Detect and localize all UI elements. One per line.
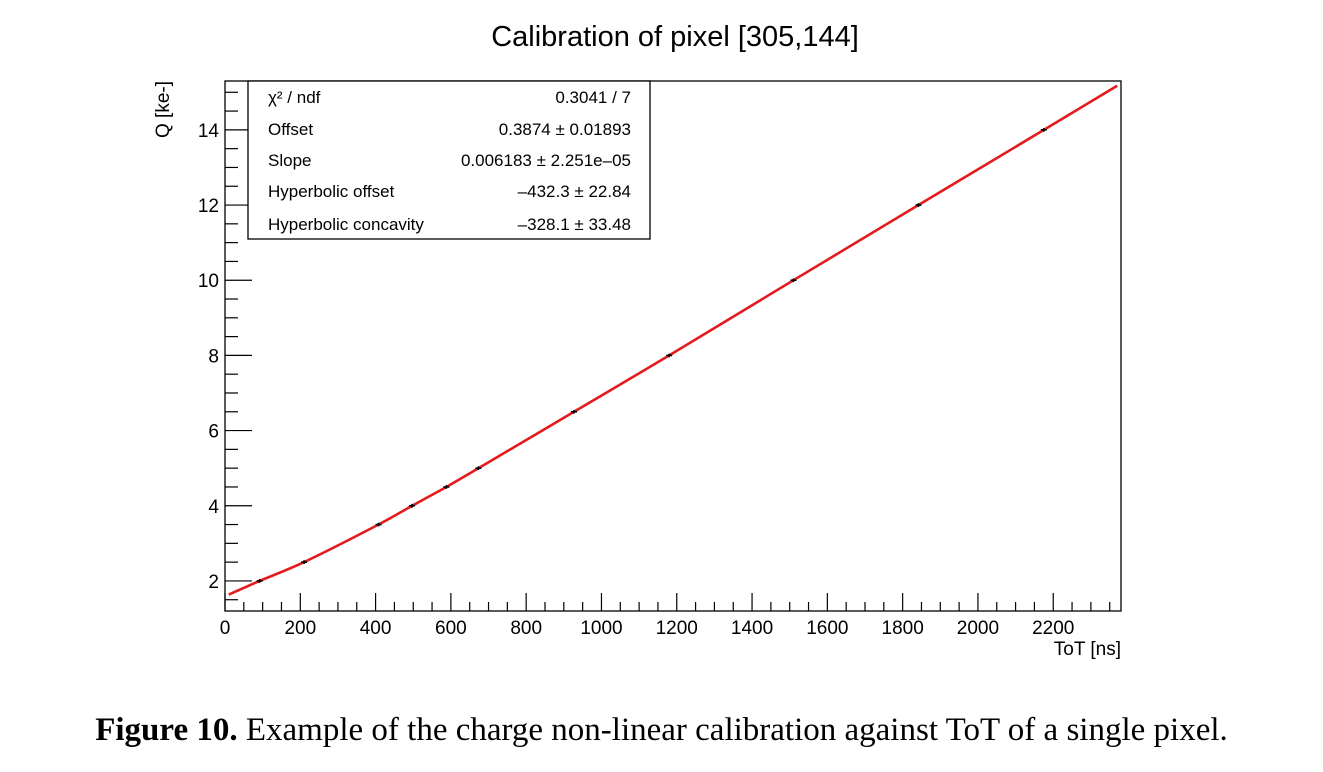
axes: 0 200 400 600 800 1000 1200 1400 1600 1800 2000 220…	[198, 80, 1122, 639]
data-point	[475, 466, 482, 471]
stats-row-label: Offset	[268, 120, 313, 139]
stats-row-label: Hyperbolic offset	[268, 182, 395, 201]
y-tick-label: 2	[208, 572, 219, 593]
y-tick-label: 6	[208, 422, 219, 443]
x-axis-label: ToT [ns]	[1054, 639, 1121, 660]
chart-title: Calibration of pixel [305,144]	[491, 21, 859, 53]
stats-row-label: Hyperbolic concavity	[268, 215, 424, 234]
y-tick-label: 14	[198, 121, 220, 142]
y-tick-label: 12	[198, 196, 219, 217]
stats-row-label: Slope	[268, 151, 311, 170]
y-axis-label: Q [ke-]	[153, 81, 174, 138]
x-tick-label: 1400	[731, 618, 773, 639]
y-tick-label: 8	[208, 346, 219, 367]
x-tick-label: 1200	[656, 618, 698, 639]
data-point	[301, 560, 308, 565]
fit-curve	[228, 84, 1118, 596]
x-tick-label: 0	[220, 618, 231, 639]
x-tick-label: 1800	[882, 618, 924, 639]
data-point	[1040, 127, 1047, 132]
fit-curve-layer	[228, 84, 1118, 596]
x-tick-label: 400	[360, 618, 392, 639]
y-ticks: 2 4 6 8 10 12 14	[198, 91, 252, 601]
y-tick-label: 4	[208, 497, 219, 518]
stats-box-frame	[247, 80, 651, 240]
x-tick-label: 2000	[957, 618, 999, 639]
stats-row-value: 0.006183 ± 2.251e–05	[461, 151, 631, 170]
x-tick-label: 200	[284, 618, 316, 639]
stats-row-value: 0.3874 ± 0.01893	[499, 120, 631, 139]
figure-caption-label: Figure 10.	[95, 712, 238, 748]
plot-frame	[224, 80, 1122, 612]
x-ticks: 0 200 400 600 800 1000 1200 1400 1600 1800 2000 220…	[220, 593, 1111, 639]
stats-row-value: –328.1 ± 33.48	[518, 215, 631, 234]
data-point	[256, 579, 263, 583]
data-points-layer	[256, 127, 1047, 583]
figure-caption: Figure 10. Example of the charge non-lin…	[0, 712, 1323, 749]
stats-row-value: 0.3041 / 7	[555, 88, 631, 107]
x-tick-label: 800	[510, 618, 542, 639]
calibration-chart: Calibration of pixel [305,144] 0 200 400 60…	[153, 21, 1122, 660]
data-point	[443, 485, 450, 489]
figure-caption-text: Example of the charge non-linear calibra…	[245, 712, 1228, 748]
x-tick-label: 2200	[1032, 618, 1074, 639]
stats-row-label: χ² / ndf	[268, 88, 321, 107]
data-point	[666, 353, 673, 358]
stats-box: χ² / ndf 0.3041 / 7 Offset 0.3874 ± 0.01893…	[247, 80, 651, 240]
x-tick-label: 1600	[806, 618, 848, 639]
data-point	[375, 522, 382, 527]
data-point	[915, 203, 922, 207]
stats-row-value: –432.3 ± 22.84	[518, 182, 631, 201]
y-tick-label: 10	[198, 271, 219, 292]
data-point	[409, 503, 416, 508]
data-point	[570, 409, 577, 414]
data-point	[790, 278, 797, 283]
x-tick-label: 600	[435, 618, 467, 639]
x-tick-label: 1000	[580, 618, 622, 639]
